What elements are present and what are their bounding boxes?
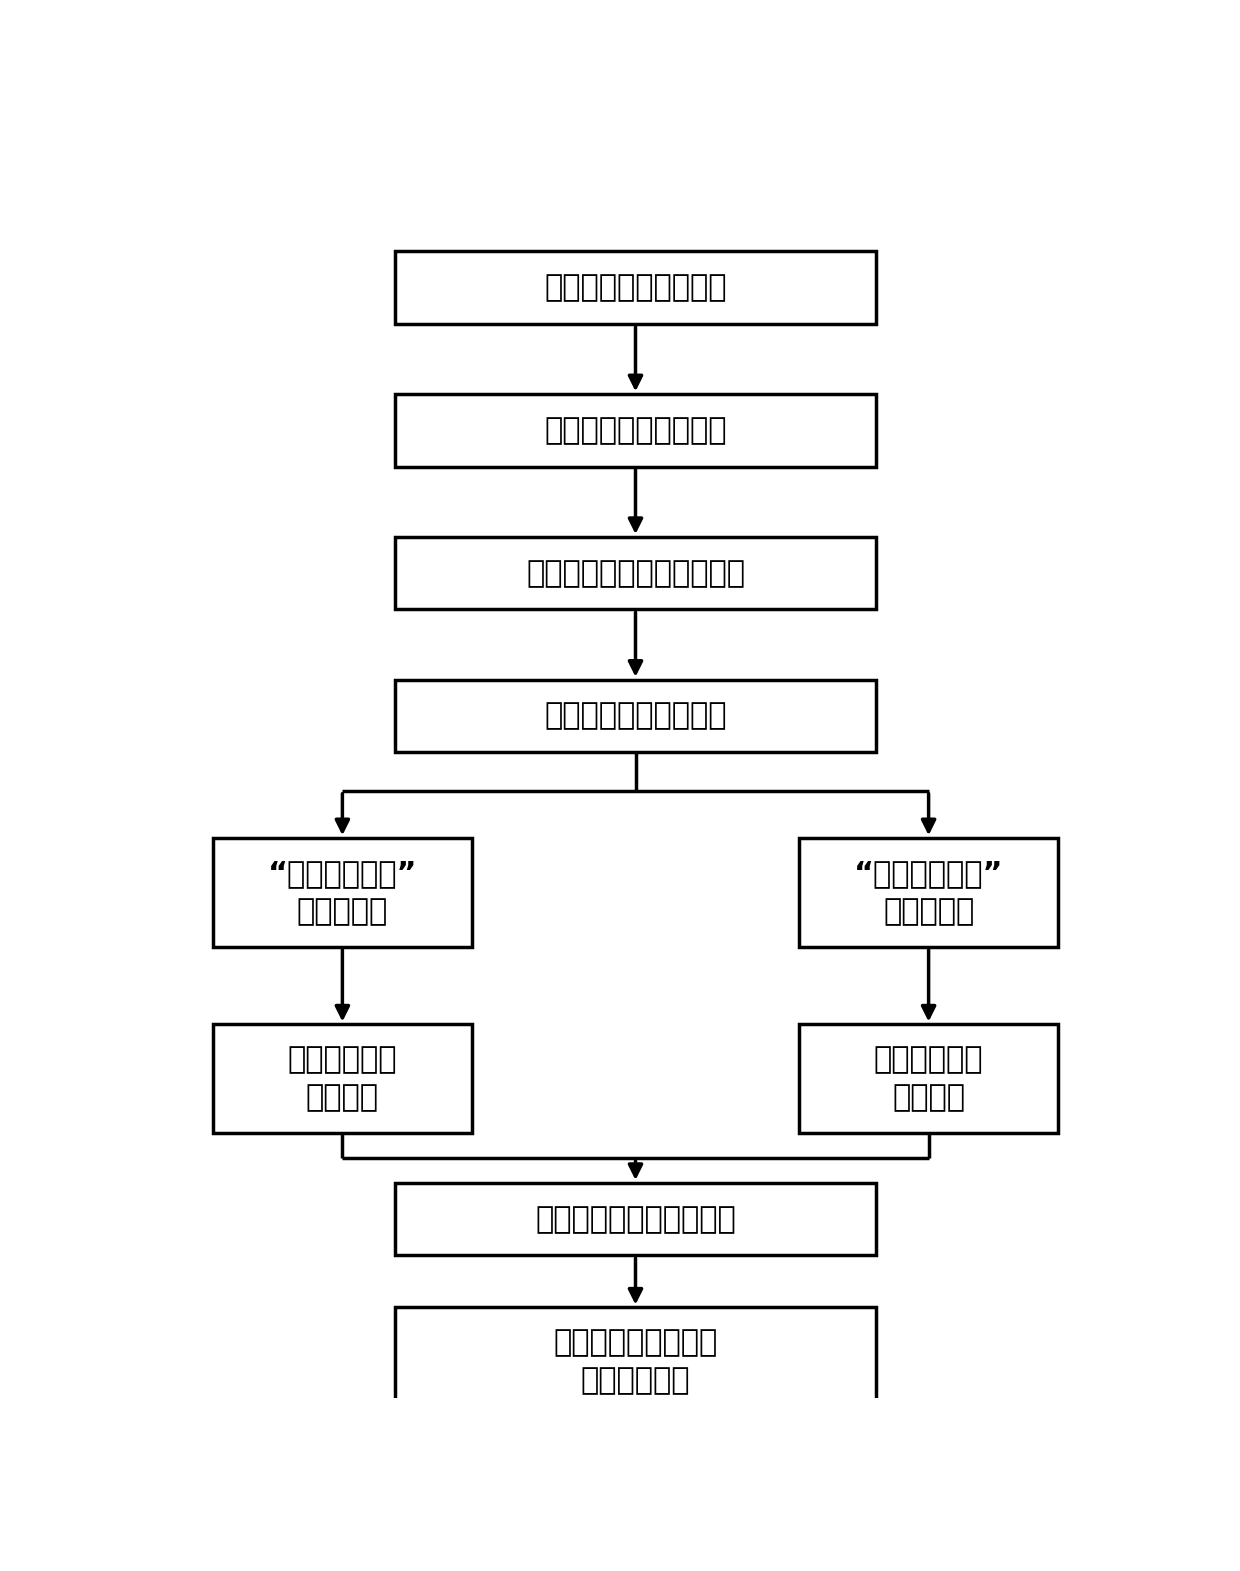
Text: 选取损失值小的决策方案: 选取损失值小的决策方案 [536, 1205, 735, 1233]
Text: 统计库区回水
淹没损失: 统计库区回水 淹没损失 [288, 1045, 397, 1112]
Bar [396, 394, 875, 467]
Bar [799, 837, 1059, 947]
Text: 输出该调度决策下的
防洪调度结果: 输出该调度决策下的 防洪调度结果 [553, 1329, 718, 1395]
Bar [396, 680, 875, 753]
Text: 水库防洪补偿调洪计算: 水库防洪补偿调洪计算 [544, 416, 727, 445]
Bar [396, 1307, 875, 1417]
Text: “库区防洪安全”
的调度决策: “库区防洪安全” 的调度决策 [854, 859, 1003, 927]
Text: 寻求须作出风险决策的时段: 寻求须作出风险决策的时段 [526, 559, 745, 588]
Text: 判断选取何种风险决策: 判断选取何种风险决策 [544, 701, 727, 731]
Bar [396, 1183, 875, 1255]
Bar [213, 1024, 472, 1133]
Bar [396, 251, 875, 324]
Bar [213, 837, 472, 947]
Bar [396, 537, 875, 610]
Text: 统计下游分洪
淹没损失: 统计下游分洪 淹没损失 [874, 1045, 983, 1112]
Text: “下游防洪安全”
的调度决策: “下游防洪安全” 的调度决策 [268, 859, 417, 927]
Text: 水库防洪调度信息收集: 水库防洪调度信息收集 [544, 273, 727, 302]
Bar [799, 1024, 1059, 1133]
